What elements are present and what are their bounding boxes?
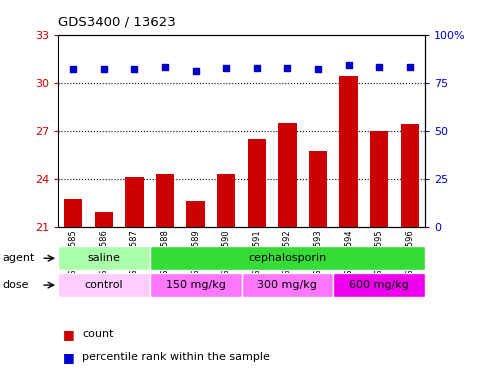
Text: 150 mg/kg: 150 mg/kg: [166, 280, 226, 290]
Bar: [58, 246, 150, 270]
Point: [161, 64, 169, 70]
Text: 300 mg/kg: 300 mg/kg: [257, 280, 317, 290]
Text: cephalosporin: cephalosporin: [248, 253, 327, 263]
Bar: [370, 131, 388, 227]
Point: [284, 65, 291, 71]
Bar: [125, 177, 143, 227]
Point: [406, 64, 413, 70]
Text: 600 mg/kg: 600 mg/kg: [349, 280, 409, 290]
Text: count: count: [82, 329, 114, 339]
Text: agent: agent: [2, 253, 35, 263]
Point: [222, 65, 230, 71]
Point: [70, 66, 77, 72]
Text: saline: saline: [87, 253, 120, 263]
Bar: [333, 273, 425, 297]
Bar: [156, 174, 174, 227]
Bar: [186, 201, 205, 227]
Text: percentile rank within the sample: percentile rank within the sample: [82, 352, 270, 362]
Text: ■: ■: [63, 328, 74, 341]
Text: control: control: [85, 280, 123, 290]
Bar: [278, 122, 297, 227]
Bar: [64, 199, 83, 227]
Text: ■: ■: [63, 351, 74, 364]
Point: [253, 65, 261, 71]
Bar: [242, 273, 333, 297]
Bar: [95, 212, 113, 227]
Point: [314, 66, 322, 72]
Text: GDS3400 / 13623: GDS3400 / 13623: [58, 16, 176, 29]
Bar: [309, 151, 327, 227]
Point: [130, 66, 138, 72]
Bar: [217, 174, 235, 227]
Bar: [150, 246, 425, 270]
Bar: [58, 273, 150, 297]
Point: [345, 62, 353, 68]
Bar: [150, 273, 242, 297]
Point: [100, 66, 108, 72]
Bar: [248, 139, 266, 227]
Bar: [340, 76, 358, 227]
Text: dose: dose: [2, 280, 29, 290]
Bar: [400, 124, 419, 227]
Point: [375, 64, 383, 70]
Point: [192, 68, 199, 74]
